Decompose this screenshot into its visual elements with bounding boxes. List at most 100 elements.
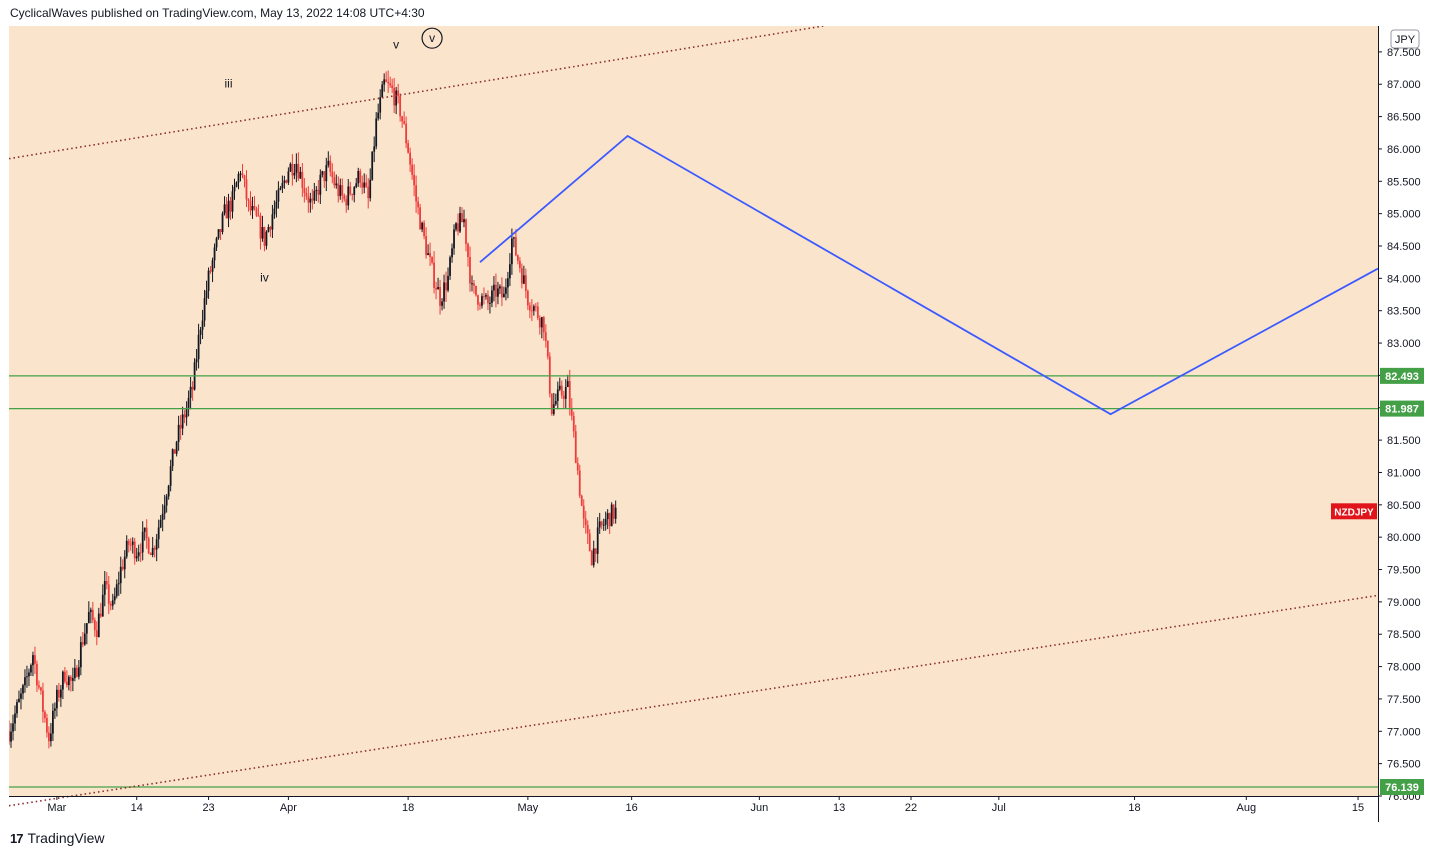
candle-body: [425, 236, 427, 256]
candle-body: [307, 196, 310, 203]
candle-body: [87, 611, 90, 624]
candle-body: [477, 295, 479, 305]
candle-body: [495, 284, 497, 297]
candle-body: [501, 286, 503, 298]
candle-body: [514, 237, 517, 256]
y-tick-label: 78.000: [1387, 662, 1421, 674]
candle-body: [197, 334, 200, 360]
x-tick-label: 22: [905, 802, 917, 814]
candle-body: [373, 146, 376, 152]
candle-body: [548, 356, 551, 394]
candle-body: [518, 260, 521, 269]
candle-body: [101, 594, 104, 617]
candle-body: [273, 208, 276, 215]
candle-body: [445, 282, 447, 291]
candle-body: [57, 689, 60, 698]
candle-body: [600, 521, 603, 525]
candle-body: [157, 527, 160, 540]
candle-body: [588, 533, 591, 552]
candle-body: [512, 237, 515, 239]
candle-body: [195, 359, 198, 363]
candle-body: [417, 201, 420, 208]
y-tick-label: 80.500: [1387, 500, 1421, 512]
y-tick-label: 86.500: [1387, 112, 1421, 124]
candle-body: [163, 505, 166, 514]
candle-body: [24, 677, 26, 686]
candle-body: [509, 264, 511, 279]
candle-body: [217, 229, 220, 239]
tradingview-branding[interactable]: 17 TradingView: [10, 828, 105, 848]
candle-body: [341, 185, 344, 196]
candle-body: [413, 174, 416, 186]
candle-body: [522, 275, 525, 284]
candle-body: [171, 449, 174, 467]
candle-body: [383, 79, 386, 85]
candle-body: [119, 566, 122, 584]
candle-body: [313, 190, 316, 201]
currency-box[interactable]: JPY: [1390, 29, 1420, 49]
candle-body: [465, 219, 467, 244]
candle-body: [510, 238, 513, 265]
candle-body: [578, 470, 581, 496]
candle-body: [542, 317, 545, 333]
candle-body: [483, 296, 485, 298]
candle-body: [95, 630, 98, 638]
candle-body: [59, 689, 62, 698]
y-tick-label: 85.000: [1387, 209, 1421, 221]
candle-body: [167, 485, 170, 497]
brand-name: TradingView: [27, 830, 105, 846]
candle-body: [327, 160, 330, 166]
candle-body: [85, 623, 88, 634]
channel-line: [9, 594, 1379, 807]
candle-body: [441, 301, 443, 306]
candle-body: [67, 676, 70, 686]
chart-frame[interactable]: iii iv v v 76.000 76.500 77.000 77.500 78.000 78…: [9, 26, 1431, 822]
x-tick-label: Aug: [1236, 802, 1256, 814]
candle-body: [187, 397, 190, 408]
candle-body: [97, 613, 100, 638]
candle-body: [329, 160, 332, 172]
candle-body: [63, 671, 66, 682]
candle-body: [481, 296, 483, 306]
wave-label: iii: [225, 76, 233, 90]
level-badge-label: 82.493: [1385, 371, 1419, 383]
candle-body: [558, 385, 561, 390]
candle-body: [237, 174, 240, 183]
candle-body: [42, 690, 44, 712]
wave-label: v: [429, 31, 435, 45]
candle-body: [263, 227, 266, 246]
price-axis[interactable]: 76.00076.50077.00077.50078.00078.50079.0…: [1378, 47, 1421, 803]
candle-body: [281, 183, 284, 188]
candle-body: [32, 655, 34, 666]
candle-body: [14, 713, 16, 724]
candle-body: [44, 711, 46, 719]
candle-body: [299, 171, 302, 179]
levels-layer: [9, 375, 1378, 788]
candle-body: [121, 566, 124, 570]
candle-body: [91, 609, 94, 620]
candle-body: [103, 581, 106, 595]
candle-body: [584, 518, 587, 525]
time-axis[interactable]: Mar 14 23 Apr 18 May 16 Jun 13 22 Jul 18 Aug 15: [47, 796, 1364, 814]
candle-body: [48, 732, 50, 742]
candle-body: [568, 381, 571, 408]
candle-body: [93, 619, 96, 631]
candle-body: [311, 198, 314, 201]
candle-body: [447, 275, 449, 291]
candle-body: [427, 253, 429, 256]
candle-body: [295, 163, 298, 173]
candle-body: [435, 287, 437, 290]
candle-body: [459, 213, 461, 232]
candle-body: [257, 215, 260, 217]
wave-label: iv: [260, 271, 269, 285]
candle-body: [453, 229, 455, 249]
candle-body: [243, 175, 246, 180]
candle-body: [115, 584, 118, 597]
candle-body: [528, 305, 531, 311]
candle-body: [151, 547, 154, 555]
candle-body: [381, 84, 384, 98]
candle-body: [540, 317, 543, 328]
candle-body: [227, 200, 230, 219]
x-tick-label: 23: [202, 802, 214, 814]
